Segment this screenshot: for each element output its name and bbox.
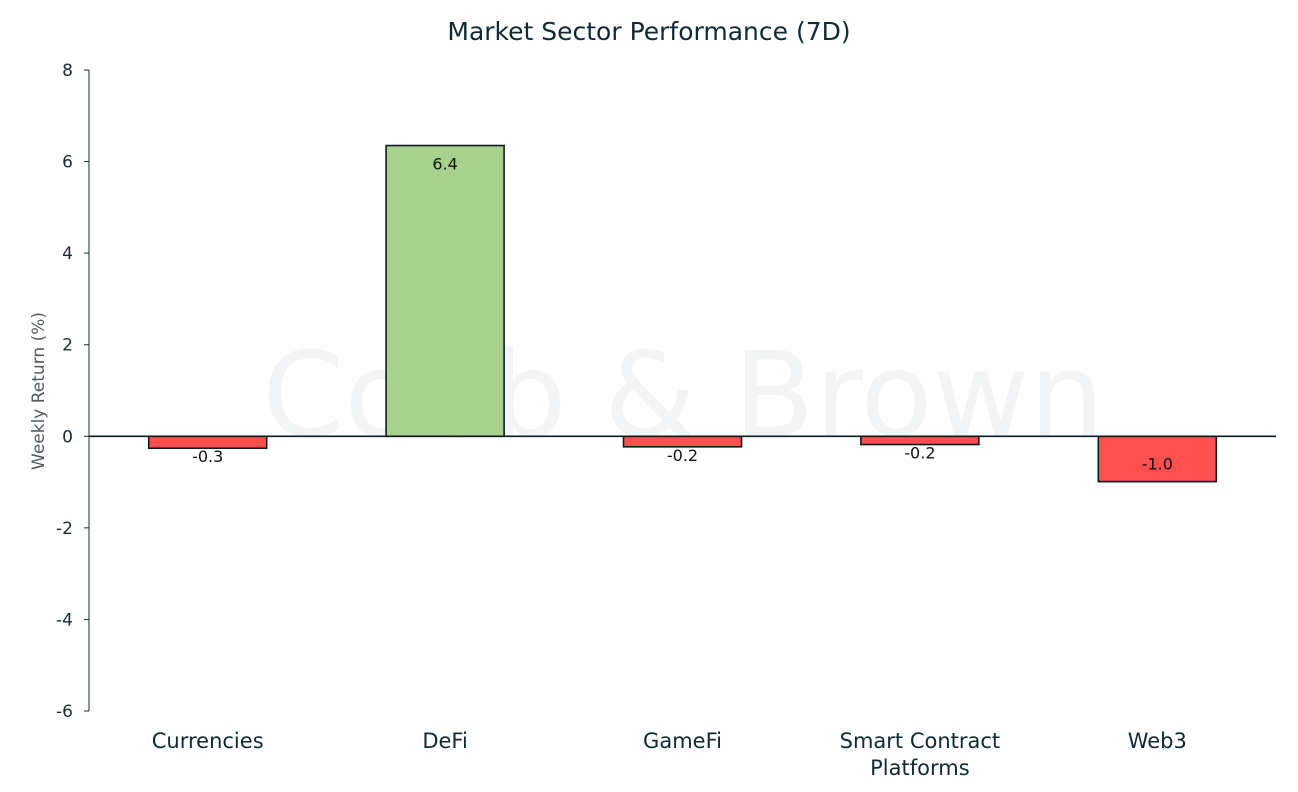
data-label: -0.2 <box>667 446 698 465</box>
y-tick-label: -2 <box>56 519 73 539</box>
bar <box>1097 435 1218 483</box>
y-axis-label: Weekly Return (%) <box>29 312 49 470</box>
bar <box>385 144 505 438</box>
x-tick-label: GameFi <box>643 729 722 753</box>
data-label: 6.4 <box>432 155 457 174</box>
x-tick-labels: Currencies DeFi GameFi Smart Contract Platfo… <box>152 729 1187 780</box>
x-tick-label: Platforms <box>870 756 970 780</box>
data-label: -0.3 <box>192 447 223 466</box>
y-axis: 8 6 4 2 0 -2 -4 -6 <box>56 61 90 722</box>
x-tick-label: Smart Contract <box>840 729 1001 753</box>
data-labels: -0.3 6.4 -0.2 -0.2 -1.0 <box>192 155 1173 474</box>
y-tick-label: 8 <box>62 61 73 81</box>
chart-title: Market Sector Performance (7D) <box>447 17 850 46</box>
y-tick-label: 0 <box>62 427 73 447</box>
data-label: -1.0 <box>1142 455 1173 474</box>
x-tick-label: Currencies <box>152 729 264 753</box>
y-tick-label: 6 <box>62 153 73 173</box>
y-tick-label: 2 <box>62 336 73 356</box>
y-tick-label: 4 <box>62 244 73 264</box>
y-tick-label: -4 <box>56 610 73 630</box>
x-tick-label: DeFi <box>422 729 467 753</box>
data-label: -0.2 <box>904 444 935 463</box>
bars <box>147 144 1218 483</box>
x-tick-label: Web3 <box>1128 729 1187 753</box>
y-tick-label: -6 <box>56 702 73 722</box>
